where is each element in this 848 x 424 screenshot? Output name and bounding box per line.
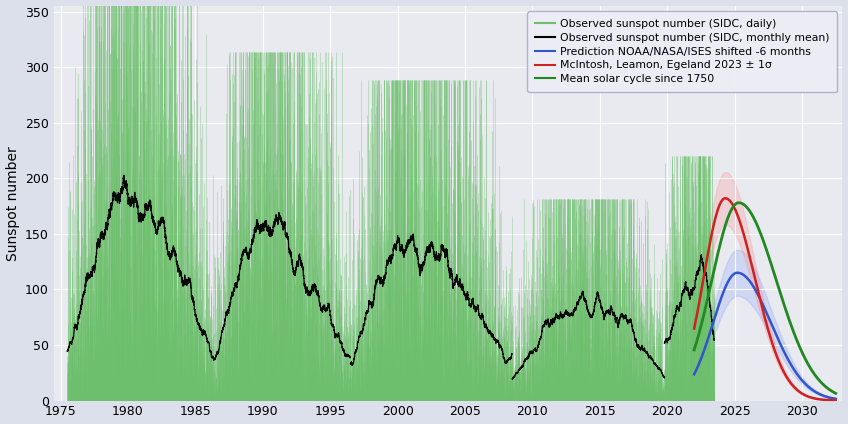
Y-axis label: Sunspot number: Sunspot number bbox=[6, 146, 20, 261]
Legend: Observed sunspot number (SIDC, daily), Observed sunspot number (SIDC, monthly me: Observed sunspot number (SIDC, daily), O… bbox=[527, 11, 837, 92]
